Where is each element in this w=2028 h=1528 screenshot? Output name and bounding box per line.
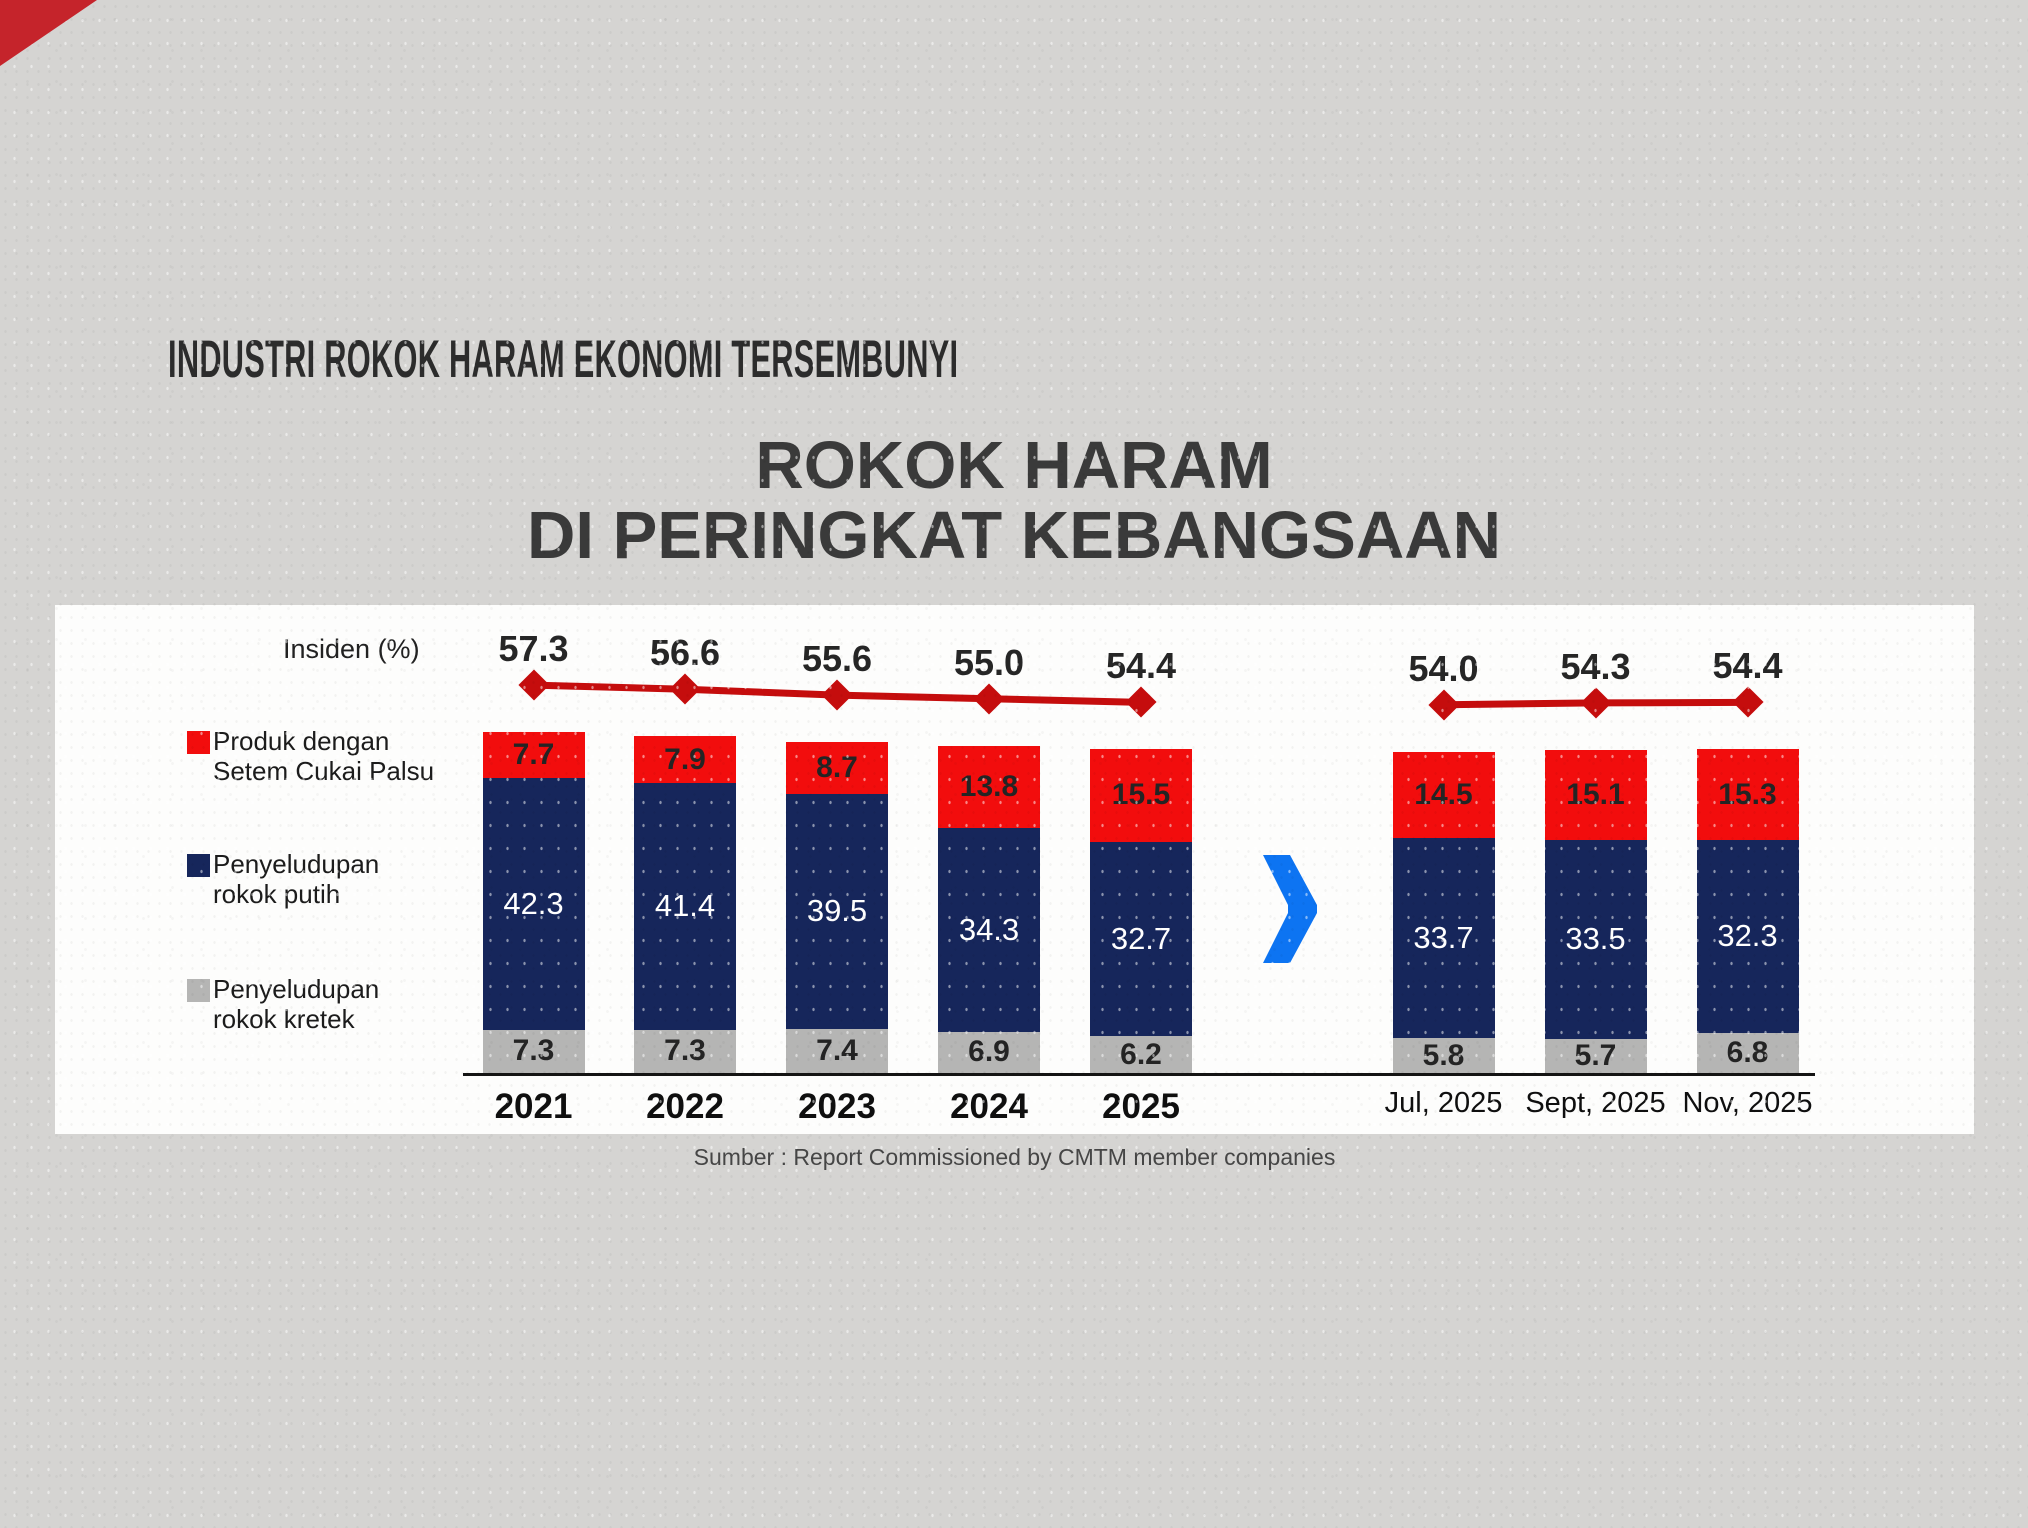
legend-label-line1: Penyeludupan <box>213 849 380 879</box>
bar-segment-value: 15.5 <box>1111 778 1171 812</box>
insiden-value-label: 55.0 <box>953 641 1025 683</box>
bar-2024: 13.8 34.3 6.9 <box>938 745 1040 1073</box>
category-label: 2025 <box>1102 1087 1180 1126</box>
bar-segment-value: 7.3 <box>664 1034 706 1068</box>
legend-swatch-navy <box>187 854 210 877</box>
bar-segment-setem_cukai_palsu: 15.5 <box>1090 749 1192 842</box>
bar-segment-rokok_kretek: 6.8 <box>1696 1032 1799 1073</box>
bar-segment-value: 13.8 <box>959 769 1019 803</box>
bar-segment-value: 8.7 <box>816 751 858 785</box>
legend-swatch-gray <box>187 979 210 1002</box>
chevron-right-glyph <box>1263 855 1317 963</box>
bar-segment-rokok_putih: 33.7 <box>1392 837 1495 1039</box>
insiden-value-label: 57.3 <box>498 628 569 670</box>
bar-segment-value: 6.2 <box>1120 1037 1162 1071</box>
legend-label-line1: Penyeludupan <box>213 974 380 1004</box>
insiden-value-label: 56.6 <box>649 632 721 674</box>
category-label: 2022 <box>646 1087 724 1126</box>
insiden-value-label: 54.3 <box>1560 645 1631 687</box>
bar-2025: 15.5 32.7 6.2 <box>1090 749 1192 1073</box>
insiden-value-label: 55.6 <box>801 638 873 680</box>
bar-segment-setem_cukai_palsu: 7.7 <box>482 732 585 778</box>
legend-label-line2: rokok putih <box>213 879 341 909</box>
bar-segment-setem_cukai_palsu: 13.8 <box>938 745 1040 828</box>
source-note: Sumber : Report Commissioned by CMTM mem… <box>693 1144 1336 1170</box>
chart-panel: Insiden (%) Produk dengan Setem Cukai Pa… <box>55 605 1974 1134</box>
bar-segment-rokok_kretek: 5.8 <box>1392 1038 1495 1073</box>
category-label: 2021 <box>494 1087 573 1126</box>
bar-segment-rokok_kretek: 6.9 <box>938 1031 1040 1073</box>
bar-segment-setem_cukai_palsu: 15.1 <box>1544 749 1647 840</box>
page-title-line1: ROKOK HARAM <box>755 428 1273 503</box>
legend-label: Penyeludupan rokok kretek <box>213 974 379 1034</box>
category-label: Nov, 2025 <box>1682 1087 1813 1119</box>
bar-segment-rokok_putih: 32.7 <box>1090 841 1192 1037</box>
bar-segment-rokok_kretek: 5.7 <box>1544 1039 1647 1073</box>
line-series-label: Insiden (%) <box>283 634 420 664</box>
bar-segment-rokok_putih: 32.3 <box>1696 840 1799 1033</box>
insiden-value-label: 54.4 <box>1105 645 1177 687</box>
bar-segment-value: 41.4 <box>654 888 716 924</box>
x-axis-line <box>463 1073 1815 1076</box>
bar-segment-rokok_putih: 41.4 <box>634 783 736 1030</box>
bar-segment-value: 6.8 <box>1726 1035 1769 1069</box>
bar-2022: 7.9 41.4 7.3 <box>634 736 736 1073</box>
bar-segment-rokok_putih: 39.5 <box>786 793 888 1029</box>
category-label: 2023 <box>798 1087 876 1126</box>
bar-segment-rokok_kretek: 7.3 <box>634 1029 736 1073</box>
insiden-value-label: 54.4 <box>1712 645 1783 687</box>
legend-label-line2: Setem Cukai Palsu <box>213 756 435 786</box>
bar-segment-value: 7.7 <box>512 737 555 771</box>
bar-segment-value: 14.5 <box>1414 777 1473 811</box>
bar-segment-rokok_putih: 33.5 <box>1544 839 1647 1040</box>
bar-segment-value: 39.5 <box>806 893 868 929</box>
corner-accent-shape <box>0 0 97 66</box>
bar-segment-value: 7.4 <box>816 1033 858 1067</box>
page-title-line2: DI PERINGKAT KEBANGSAAN <box>526 498 1502 573</box>
page-title: ROKOK HARAM DI PERINGKAT KEBANGSAAN <box>0 431 2028 571</box>
legend-label: Penyeludupan rokok putih <box>213 849 379 909</box>
bar-segment-value: 6.9 <box>968 1035 1010 1069</box>
bar-segment-rokok_putih: 34.3 <box>938 827 1040 1032</box>
category-label: Sept, 2025 <box>1525 1087 1666 1119</box>
bar-segment-setem_cukai_palsu: 14.5 <box>1392 751 1495 838</box>
bar-segment-value: 5.8 <box>1422 1038 1465 1072</box>
bar-segment-setem_cukai_palsu: 15.3 <box>1696 749 1799 841</box>
bar-segment-value: 7.3 <box>512 1034 555 1068</box>
bar-segment-value: 32.3 <box>1717 918 1778 954</box>
insiden-value-label: 54.0 <box>1408 647 1479 689</box>
bar-segment-value: 33.7 <box>1413 920 1474 956</box>
legend-item-rokok-putih: Penyeludupan rokok putih <box>187 849 379 909</box>
bar-segment-setem_cukai_palsu: 8.7 <box>786 742 888 794</box>
legend-label-line1: Produk dengan <box>213 726 390 756</box>
bar-segment-value: 42.3 <box>503 885 564 921</box>
legend-label-line2: rokok kretek <box>213 1004 355 1034</box>
bar-jul-2025: 14.5 33.7 5.8 <box>1392 751 1495 1073</box>
bar-segment-rokok_kretek: 7.4 <box>786 1028 888 1073</box>
legend-label: Produk dengan Setem Cukai Palsu <box>213 726 434 786</box>
bar-segment-rokok_kretek: 6.2 <box>1090 1036 1192 1073</box>
bar-segment-rokok_kretek: 7.3 <box>482 1029 585 1073</box>
bar-segment-value: 15.1 <box>1566 777 1625 811</box>
bar-2021: 7.7 42.3 7.3 <box>482 732 585 1073</box>
category-label: 2024 <box>950 1087 1028 1126</box>
bar-segment-value: 7.9 <box>664 742 706 776</box>
legend-swatch-red <box>187 731 210 754</box>
bar-segment-value: 15.3 <box>1718 777 1777 811</box>
kicker-heading: INDUSTRI ROKOK HARAM EKONOMI TERSEMBUNYI <box>168 330 959 389</box>
bar-sept-2025: 15.1 33.5 5.7 <box>1544 749 1647 1073</box>
bar-segment-value: 34.3 <box>958 911 1020 947</box>
bar-segment-value: 5.7 <box>1574 1039 1617 1073</box>
bar-2023: 8.7 39.5 7.4 <box>786 742 888 1073</box>
chevron-right-icon <box>1263 855 1317 963</box>
bar-segment-value: 33.5 <box>1565 921 1626 957</box>
bar-nov-2025: 15.3 32.3 6.8 <box>1696 749 1799 1073</box>
legend-item-setem-cukai-palsu: Produk dengan Setem Cukai Palsu <box>187 726 434 786</box>
bar-segment-value: 32.7 <box>1110 920 1172 956</box>
legend-item-rokok-kretek: Penyeludupan rokok kretek <box>187 974 379 1034</box>
category-label: Jul, 2025 <box>1384 1087 1503 1119</box>
bar-segment-setem_cukai_palsu: 7.9 <box>634 736 736 784</box>
bar-segment-rokok_putih: 42.3 <box>482 777 585 1030</box>
